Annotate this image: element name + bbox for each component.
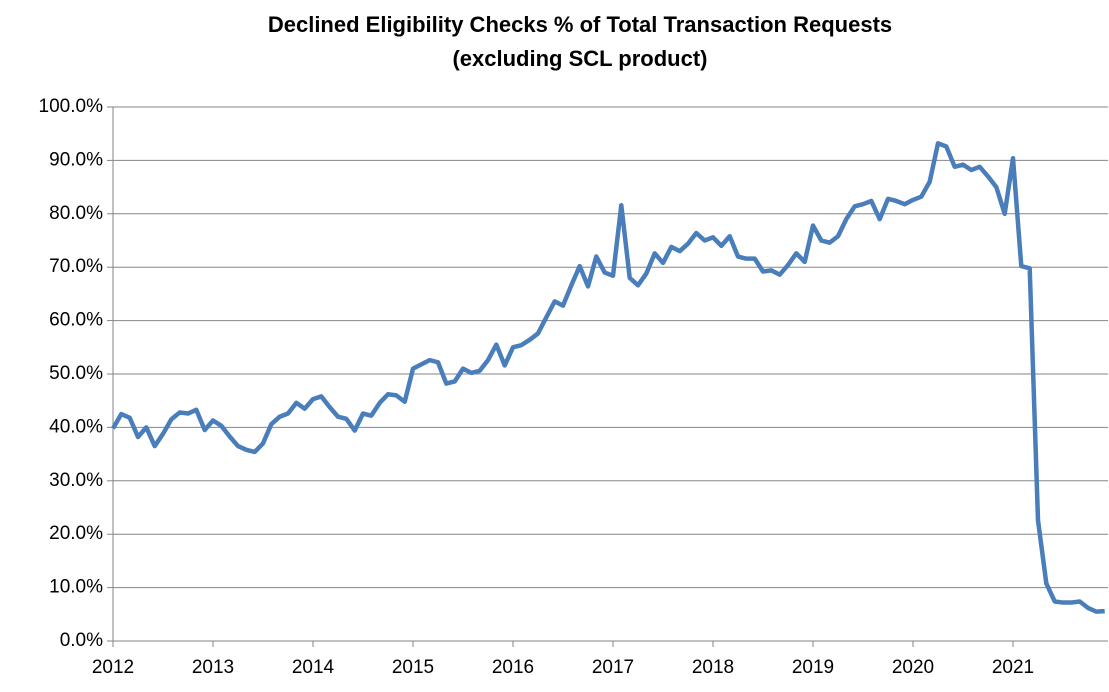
y-tick-label: 80.0% [49, 203, 103, 224]
x-tick-label: 2012 [92, 657, 134, 678]
y-tick-label: 60.0% [49, 310, 103, 331]
chart-subtitle: (excluding SCL product) [452, 46, 707, 71]
x-tick-label: 2016 [492, 657, 534, 678]
y-tick-label: 100.0% [39, 96, 104, 117]
y-tick-label: 90.0% [49, 149, 103, 170]
chart-title: Declined Eligibility Checks % of Total T… [268, 12, 892, 37]
y-tick-label: 40.0% [49, 416, 103, 437]
y-tick-label: 50.0% [49, 363, 103, 384]
y-tick-label: 0.0% [60, 630, 103, 651]
y-tick-label: 20.0% [49, 523, 103, 544]
y-tick-label: 30.0% [49, 470, 103, 491]
x-tick-label: 2020 [892, 657, 934, 678]
x-tick-label: 2021 [992, 657, 1034, 678]
x-tick-label: 2015 [392, 657, 434, 678]
data-line [111, 141, 1105, 614]
x-tick-label: 2017 [592, 657, 634, 678]
y-tick-label: 70.0% [49, 256, 103, 277]
x-tick-label: 2019 [792, 657, 834, 678]
x-tick-label: 2013 [192, 657, 234, 678]
y-tick-label: 10.0% [49, 577, 103, 598]
x-tick-label: 2018 [692, 657, 734, 678]
x-tick-label: 2014 [292, 657, 335, 678]
